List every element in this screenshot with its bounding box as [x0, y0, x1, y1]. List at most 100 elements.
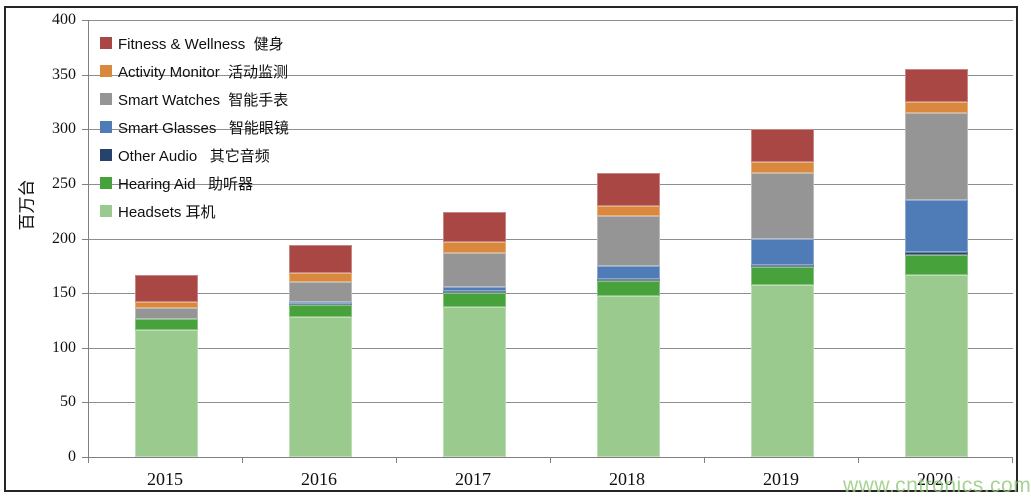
x-category-label: 2015	[147, 469, 183, 489]
bar-segment-other-audio	[442, 290, 506, 294]
y-tick-label-350: 350	[52, 65, 76, 83]
x-tick-5	[858, 457, 859, 463]
bar-segment-fitness-wellness	[750, 129, 814, 163]
y-tick-label-150: 150	[52, 284, 76, 302]
bar-segment-hearing-aid	[442, 293, 506, 308]
bar-segment-smart-glasses	[904, 200, 968, 252]
bar-segment-smart-glasses	[442, 286, 506, 291]
bar-segment-activity-monitor	[134, 301, 198, 309]
gridline-50	[89, 402, 1013, 404]
legend-label: Hearing Aid 助听器	[118, 175, 254, 193]
bar-segment-smart-watches	[288, 282, 352, 302]
y-tick-label-50: 50	[60, 393, 76, 411]
x-tick-3	[550, 457, 551, 463]
gridline-400	[89, 20, 1013, 21]
y-tick-50	[82, 402, 88, 404]
plot-area	[88, 20, 1013, 458]
bar-segment-activity-monitor	[596, 205, 660, 216]
legend-swatch	[100, 121, 112, 133]
legend-label: Other Audio 其它音频	[118, 147, 270, 165]
bar-segment-other-audio	[596, 278, 660, 282]
bar-segment-smart-watches	[750, 172, 814, 239]
legend-swatch	[100, 93, 112, 105]
bar-segment-hearing-aid	[904, 254, 968, 275]
x-tick-0	[88, 457, 89, 463]
bar-segment-headsets	[750, 285, 814, 457]
x-category-label: 2018	[609, 469, 645, 489]
gridline-100	[89, 347, 1013, 349]
y-tick-label-0: 0	[68, 448, 76, 465]
bar-segment-smart-watches	[442, 252, 506, 287]
bar-segment-fitness-wellness	[288, 245, 352, 274]
legend-item-headsets: Headsets 耳机	[100, 197, 289, 225]
legend-item-fitness-wellness: Fitness & Wellness 健身	[100, 29, 289, 57]
bar-2017	[442, 20, 506, 457]
bar-2018	[596, 20, 660, 457]
y-tick-label-200: 200	[52, 229, 76, 247]
legend-item-activity-monitor: Activity Monitor 活动监测	[100, 57, 289, 85]
gridline-150	[89, 293, 1013, 295]
legend-swatch	[100, 149, 112, 161]
bar-2015	[134, 20, 198, 457]
legend-label: Headsets 耳机	[118, 203, 216, 221]
y-tick-350	[82, 74, 88, 76]
bar-segment-hearing-aid	[288, 305, 352, 318]
legend-label: Smart Glasses 智能眼镜	[118, 119, 289, 137]
bar-segment-activity-monitor	[442, 241, 506, 253]
y-tick-300	[82, 129, 88, 131]
legend-swatch	[100, 37, 112, 49]
legend: Fitness & Wellness 健身 Activity Monitor 活动…	[100, 29, 289, 225]
gridline-200	[89, 238, 1013, 240]
bar-segment-other-audio	[904, 251, 968, 255]
bar-segment-activity-monitor	[904, 101, 968, 113]
bar-segment-fitness-wellness	[596, 172, 660, 206]
bar-segment-activity-monitor	[288, 273, 352, 283]
bar-segment-hearing-aid	[134, 319, 198, 331]
legend-swatch	[100, 177, 112, 189]
legend-item-other-audio: Other Audio 其它音频	[100, 141, 289, 169]
y-tick-label-400: 400	[52, 11, 76, 28]
y-tick-150	[82, 293, 88, 295]
x-category-label: 2017	[455, 469, 491, 489]
y-tick-label-100: 100	[52, 338, 76, 356]
gridline-300	[89, 129, 1013, 131]
bar-2019	[750, 20, 814, 457]
x-tick-6	[1012, 457, 1013, 463]
legend-swatch	[100, 65, 112, 77]
bar-segment-smart-watches	[134, 308, 198, 320]
legend-label: Fitness & Wellness 健身	[118, 35, 284, 53]
bar-2016	[288, 20, 352, 457]
y-tick-label-250: 250	[52, 174, 76, 192]
y-tick-250	[82, 183, 88, 185]
legend-swatch	[100, 205, 112, 217]
bar-segment-hearing-aid	[750, 266, 814, 286]
bar-segment-headsets	[596, 296, 660, 457]
bar-segment-smart-glasses	[596, 265, 660, 279]
bar-segment-headsets	[442, 307, 506, 457]
bar-segment-other-audio	[288, 304, 352, 306]
bar-segment-fitness-wellness	[442, 212, 506, 242]
y-tick-0	[82, 457, 88, 458]
bar-segment-fitness-wellness	[904, 69, 968, 102]
y-tick-label-300: 300	[52, 120, 76, 138]
gridline-250	[89, 183, 1013, 185]
x-category-label: 2019	[763, 469, 799, 489]
gridline-350	[89, 74, 1013, 76]
legend-item-hearing-aid: Hearing Aid 助听器	[100, 169, 289, 197]
bar-segment-hearing-aid	[596, 281, 660, 297]
bar-2020	[904, 20, 968, 457]
bar-segment-smart-watches	[904, 112, 968, 201]
x-category-label: 2020	[917, 469, 953, 489]
bar-segment-headsets	[904, 274, 968, 457]
legend-item-smart-watches: Smart Watches 智能手表	[100, 85, 289, 113]
bar-segment-headsets	[288, 317, 352, 457]
legend-item-smart-glasses: Smart Glasses 智能眼镜	[100, 113, 289, 141]
legend-label: Activity Monitor 活动监测	[118, 63, 289, 81]
legend-label: Smart Watches 智能手表	[118, 91, 289, 109]
bar-segment-fitness-wellness	[134, 274, 198, 302]
x-tick-4	[704, 457, 705, 463]
x-tick-2	[396, 457, 397, 463]
watermark: www.cntronics.com	[843, 474, 1031, 497]
bar-segment-activity-monitor	[750, 162, 814, 173]
